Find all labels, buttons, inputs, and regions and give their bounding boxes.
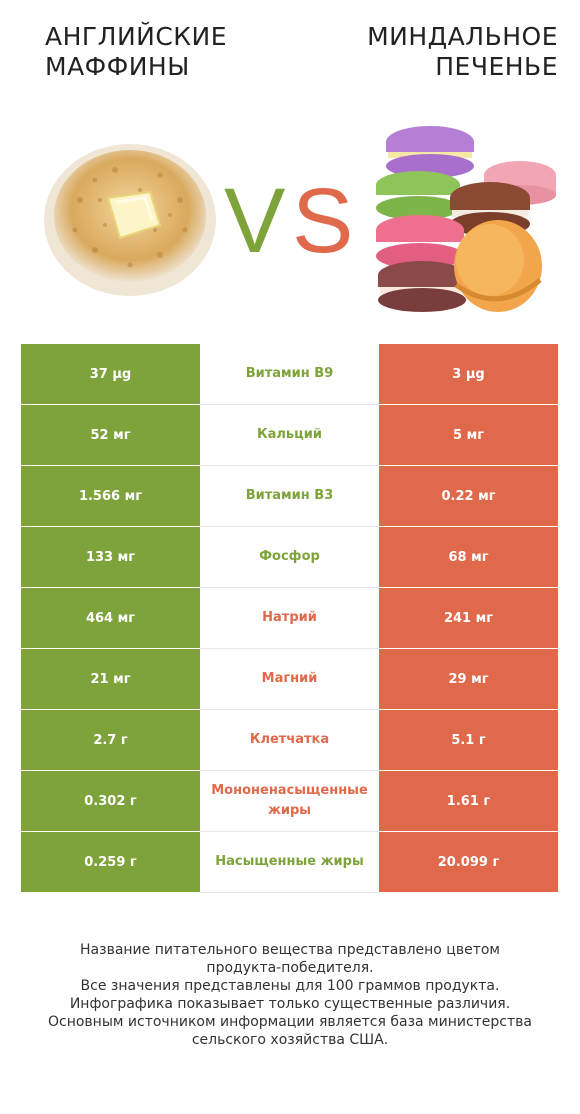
table-row: 133 мг Фосфор 68 мг (21, 526, 558, 588)
right-title-line1: МИНДАЛЬНОЕ (367, 22, 558, 51)
left-title-line2: МАФФИНЫ (45, 52, 190, 81)
left-food-value: 0.259 г (21, 831, 200, 893)
english-muffin-image (44, 144, 216, 296)
table-row: 2.7 г Клетчатка 5.1 г (21, 709, 558, 771)
right-food-title: МИНДАЛЬНОЕ ПЕЧЕНЬЕ (358, 22, 558, 82)
footer-line-1: Название питательного вещества представл… (80, 942, 500, 958)
right-food-value: 5 мг (379, 404, 558, 466)
nutrient-name-text: Натрий (262, 610, 317, 625)
right-food-value: 68 мг (379, 526, 558, 588)
nutrient-name-text: Витамин B9 (245, 366, 334, 381)
nutrient-name: Витамин B9 (200, 344, 379, 405)
right-food-value: 20.099 г (379, 831, 558, 893)
right-food-value: 3 µg (379, 344, 558, 405)
nutrient-name: Магний (200, 648, 379, 710)
footer-line-2: продукта-победителя. (206, 960, 374, 976)
footer-line-3: Все значения представлены для 100 граммо… (80, 978, 500, 994)
nutrient-name: Натрий (200, 587, 379, 649)
footer-notes: Название питательного вещества представл… (20, 941, 560, 1049)
nutrient-name-text: Фосфор (259, 549, 320, 564)
nutrient-name: Витамин B3 (200, 465, 379, 527)
left-food-value: 2.7 г (21, 709, 200, 771)
nutrient-name: Клетчатка (200, 709, 379, 771)
nutrient-name-text: Кальций (257, 427, 322, 442)
table-row: 52 мг Кальций 5 мг (21, 404, 558, 466)
left-food-title: АНГЛИЙСКИЕ МАФФИНЫ (45, 22, 245, 82)
table-row: 0.259 г Насыщенные жиры 20.099 г (21, 831, 558, 893)
right-food-value: 1.61 г (379, 770, 558, 832)
table-row: 464 мг Натрий 241 мг (21, 587, 558, 649)
table-row: 21 мг Магний 29 мг (21, 648, 558, 710)
table-row: 0.302 г Мононенасыщенные жиры 1.61 г (21, 770, 558, 832)
left-food-value: 52 мг (21, 404, 200, 466)
macarons-image (376, 126, 556, 312)
right-food-value: 5.1 г (379, 709, 558, 771)
left-food-value: 0.302 г (21, 770, 200, 832)
right-food-value: 241 мг (379, 587, 558, 649)
nutrient-name-text: Витамин B3 (245, 488, 334, 503)
vs-v-letter: V (224, 170, 285, 270)
nutrient-comparison-table: 37 µg Витамин B9 3 µg 52 мг Кальций 5 мг 1.566… (21, 344, 558, 893)
nutrient-name-text: Насыщенные жиры (215, 854, 364, 869)
footer-line-5: Основным источником информации является … (48, 1014, 532, 1030)
nutrient-name: Насыщенные жиры (200, 831, 379, 893)
nutrient-name-text: Клетчатка (249, 732, 330, 747)
nutrient-name: Фосфор (200, 526, 379, 588)
vs-s-letter: S (292, 170, 352, 270)
table-row: 1.566 мг Витамин B3 0.22 мг (21, 465, 558, 527)
left-food-value: 1.566 мг (21, 465, 200, 527)
footer-line-4: Инфографика показывает только существенн… (69, 996, 511, 1012)
right-food-value: 0.22 мг (379, 465, 558, 527)
left-food-value: 133 мг (21, 526, 200, 588)
nutrient-name-text: Магний (261, 671, 318, 686)
right-food-value: 29 мг (379, 648, 558, 710)
vs-label: V S (224, 170, 352, 270)
footer-line-6: сельского хозяйства США. (191, 1032, 389, 1048)
nutrient-name: Мононенасыщенные жиры (200, 770, 379, 832)
nutrient-name-text: Мононенасыщенные жиры (211, 783, 368, 818)
left-food-value: 464 мг (21, 587, 200, 649)
table-row: 37 µg Витамин B9 3 µg (21, 344, 558, 405)
left-title-line1: АНГЛИЙСКИЕ (45, 22, 228, 51)
right-title-line2: ПЕЧЕНЬЕ (435, 52, 558, 81)
nutrient-name: Кальций (200, 404, 379, 466)
left-food-value: 21 мг (21, 648, 200, 710)
left-food-value: 37 µg (21, 344, 200, 405)
